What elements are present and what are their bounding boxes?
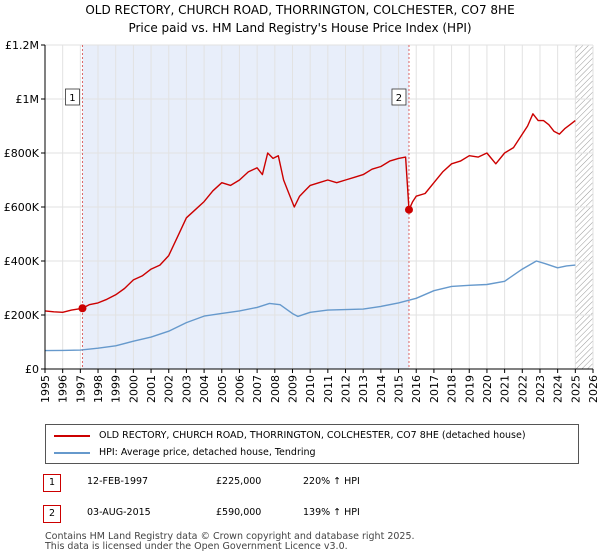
y-tick-label: £200K [4,309,40,322]
x-tick-label: 2026 [587,375,600,403]
marker-label-box [65,88,80,106]
marker-label: 1 [69,93,75,104]
x-tick-label: 2011 [322,375,335,403]
transaction-number-badge: 2 [43,505,61,523]
x-tick-label: 2006 [233,375,246,403]
x-tick-label: 2015 [393,375,406,403]
x-tick-label: 2024 [552,375,565,403]
legend-hpi-label: HPI: Average price, detached house, Tend… [99,447,316,458]
transaction-row: 1 12-FEB-1997 £225,000 220% ↑ HPI [0,472,600,492]
y-tick-label: £600K [4,201,40,214]
y-tick-label: £0 [25,363,39,376]
x-tick-label: 2001 [145,375,158,403]
x-tick-label: 1998 [92,375,105,403]
x-tick-label: 2008 [269,375,282,403]
footer-copyright: Contains HM Land Registry data © Crown c… [45,531,415,542]
x-tick-label: 1995 [39,375,52,403]
transaction-price: £590,000 [216,507,262,518]
transaction-date: 12-FEB-1997 [87,476,149,487]
x-tick-label: 2007 [251,375,264,403]
x-tick-label: 2022 [516,375,529,403]
transaction-hpi-change: 220% ↑ HPI [303,476,360,487]
chart-subtitle: Price paid vs. HM Land Registry's House … [128,21,472,35]
price-chart: 1 2 £0 £200K £400K £600K £800K £1M £1.2M 1995 199… [4,39,600,403]
x-tick-label: 2017 [428,375,441,403]
x-tick-label: 2010 [304,375,317,403]
transaction-number-badge: 1 [43,474,61,492]
x-tick-label: 2023 [534,375,547,403]
x-tick-label: 2002 [163,375,176,403]
sale-point [78,304,87,313]
hpi-line-swatch [54,452,90,454]
x-tick-label: 2016 [410,375,423,403]
y-tick-label: £400K [4,255,40,268]
x-tick-label: 2013 [357,375,370,403]
x-tick-label: 2025 [569,375,582,403]
marker-label: 2 [396,93,402,104]
x-tick-label: 2019 [463,375,476,403]
x-tick-label: 1997 [74,375,87,403]
chart-title: OLD RECTORY, CHURCH ROAD, THORRINGTON, C… [85,3,515,17]
legend-property-label: OLD RECTORY, CHURCH ROAD, THORRINGTON, C… [99,430,526,441]
y-tick-label: £1.2M [5,39,39,52]
sale-point [404,205,413,214]
transaction-date: 03-AUG-2015 [87,507,151,518]
property-price-line [44,113,576,313]
x-tick-label: 2009 [286,375,299,403]
transaction-row: 2 03-AUG-2015 £590,000 139% ↑ HPI [0,503,600,523]
chart-legend: OLD RECTORY, CHURCH ROAD, THORRINGTON, C… [45,424,579,464]
x-tick-label: 2021 [499,375,512,403]
x-tick-label: 1996 [57,375,70,403]
x-tick-label: 2018 [446,375,459,403]
x-tick-label: 2005 [216,375,229,403]
x-tick-label: 1999 [110,375,123,403]
marker-label-box [391,88,407,106]
property-line-swatch [54,435,90,437]
y-tick-label: £1M [16,93,40,106]
y-tick-label: £800K [4,147,40,160]
x-tick-label: 2014 [375,375,388,403]
transaction-price: £225,000 [216,476,262,487]
x-tick-label: 2012 [340,375,353,403]
transaction-hpi-change: 139% ↑ HPI [303,507,360,518]
footer-licence: This data is licensed under the Open Gov… [45,541,348,552]
x-tick-label: 2000 [127,375,140,403]
x-tick-label: 2020 [481,375,494,403]
hpi-line [44,260,576,352]
x-tick-label: 2003 [180,375,193,403]
x-tick-label: 2004 [198,375,211,403]
